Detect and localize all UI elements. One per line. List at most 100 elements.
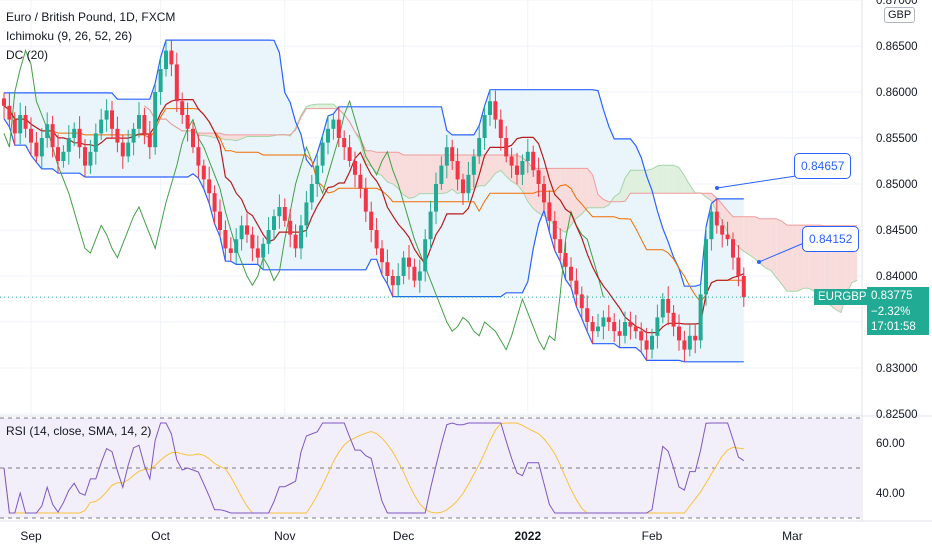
donchian-legend[interactable]: DC (20) xyxy=(6,46,175,65)
kumo-segment xyxy=(409,155,414,198)
candle-body xyxy=(520,161,524,175)
candle-body xyxy=(121,143,125,157)
rsi-tick-label: 40.00 xyxy=(876,488,905,500)
candle-body xyxy=(234,239,238,253)
candle-body xyxy=(601,317,605,326)
time-tick-label: 2022 xyxy=(514,529,541,543)
candle-body xyxy=(61,152,65,161)
price-change: −2.32% xyxy=(871,305,925,321)
callout-upper[interactable]: 0.84657 xyxy=(794,153,851,179)
candle-body xyxy=(704,239,708,294)
candle-body xyxy=(202,166,206,180)
candle-body xyxy=(434,184,438,212)
kumo-segment xyxy=(776,219,781,284)
candle-body xyxy=(24,115,28,129)
rsi-legend[interactable]: RSI (14, close, SMA, 14, 2) xyxy=(6,424,151,438)
candle-body xyxy=(358,175,362,189)
currency-label[interactable]: GBP xyxy=(884,7,915,23)
candle-body xyxy=(283,207,287,221)
candle-body xyxy=(72,129,76,138)
kumo-segment xyxy=(630,170,635,193)
candle-body xyxy=(472,156,476,174)
time-tick-label: Sep xyxy=(20,529,42,543)
candle-body xyxy=(580,294,584,308)
price-tick-label: 0.85000 xyxy=(876,179,918,191)
kumo-segment xyxy=(765,219,770,271)
candle-body xyxy=(196,147,200,165)
candle-body xyxy=(142,115,146,133)
candle-body xyxy=(661,299,665,317)
candle-body xyxy=(537,170,541,184)
candle-body xyxy=(261,244,265,258)
candle-body xyxy=(299,225,303,248)
candle-body xyxy=(110,110,114,128)
candle-body xyxy=(666,299,670,313)
price-tick-label: 0.85500 xyxy=(876,133,918,145)
candle-body xyxy=(245,225,249,234)
candle-body xyxy=(56,147,60,161)
candle-body xyxy=(504,138,508,156)
callout-upper-anchor xyxy=(715,186,719,190)
candle-body xyxy=(688,336,692,350)
candle-body xyxy=(375,230,379,248)
candle-body xyxy=(7,106,11,120)
chart-title[interactable]: Euro / British Pound, 1D, FXCM xyxy=(6,8,175,27)
candle-body xyxy=(67,138,71,152)
kumo-segment xyxy=(566,168,571,232)
kumo-segment xyxy=(404,155,409,198)
candle-body xyxy=(634,327,638,332)
candle-body xyxy=(105,110,109,119)
candle-body xyxy=(542,184,546,202)
ichimoku-legend[interactable]: Ichimoku (9, 26, 52, 26) xyxy=(6,27,175,46)
candle-body xyxy=(742,276,746,297)
candle-body xyxy=(40,138,44,156)
candle-body xyxy=(591,322,595,331)
candle-body xyxy=(418,271,422,280)
kumo-segment xyxy=(636,170,641,193)
candle-body xyxy=(256,248,260,257)
candle-body xyxy=(385,262,389,276)
candle-body xyxy=(191,129,195,147)
candle-body xyxy=(213,193,217,211)
candle xyxy=(153,83,157,155)
candle-body xyxy=(499,120,503,138)
callout-lower-anchor xyxy=(757,260,761,264)
candle-body xyxy=(553,221,557,239)
candle-body xyxy=(715,212,719,226)
candle-body xyxy=(693,336,697,341)
price-tick-label: 0.82500 xyxy=(876,409,918,421)
callout-lower[interactable]: 0.84152 xyxy=(802,226,859,252)
chart-legend: Euro / British Pound, 1D, FXCM Ichimoku … xyxy=(6,8,175,65)
candle-body xyxy=(250,235,254,249)
candle-body xyxy=(445,147,449,165)
candle-body xyxy=(461,179,465,193)
candle-body xyxy=(650,336,654,350)
kumo-segment xyxy=(792,225,797,291)
candle-body xyxy=(623,322,627,336)
candle-body xyxy=(310,184,314,202)
candle-body xyxy=(267,230,271,244)
candle-body xyxy=(677,327,681,341)
kumo-segment xyxy=(744,217,749,255)
time-tick-label: Oct xyxy=(151,529,170,543)
candle-body xyxy=(585,308,589,322)
price-tick-label: 0.83000 xyxy=(876,363,918,375)
donchian-fill xyxy=(4,40,744,362)
candle-body xyxy=(99,120,103,134)
kumo-segment xyxy=(420,155,425,194)
candle-body xyxy=(477,138,481,156)
kumo-segment xyxy=(668,165,673,193)
candle-body xyxy=(391,276,395,285)
candle-body xyxy=(510,156,514,165)
candle-body xyxy=(115,129,119,143)
candle-body xyxy=(148,133,152,147)
kumo-segment xyxy=(225,135,230,140)
symbol-badge: EURGBP xyxy=(814,289,871,305)
candle-body xyxy=(45,124,49,138)
candle-body xyxy=(407,258,411,267)
bar-countdown: 17:01:58 xyxy=(871,320,925,336)
candle-body xyxy=(272,216,276,230)
candle-body xyxy=(294,235,298,249)
